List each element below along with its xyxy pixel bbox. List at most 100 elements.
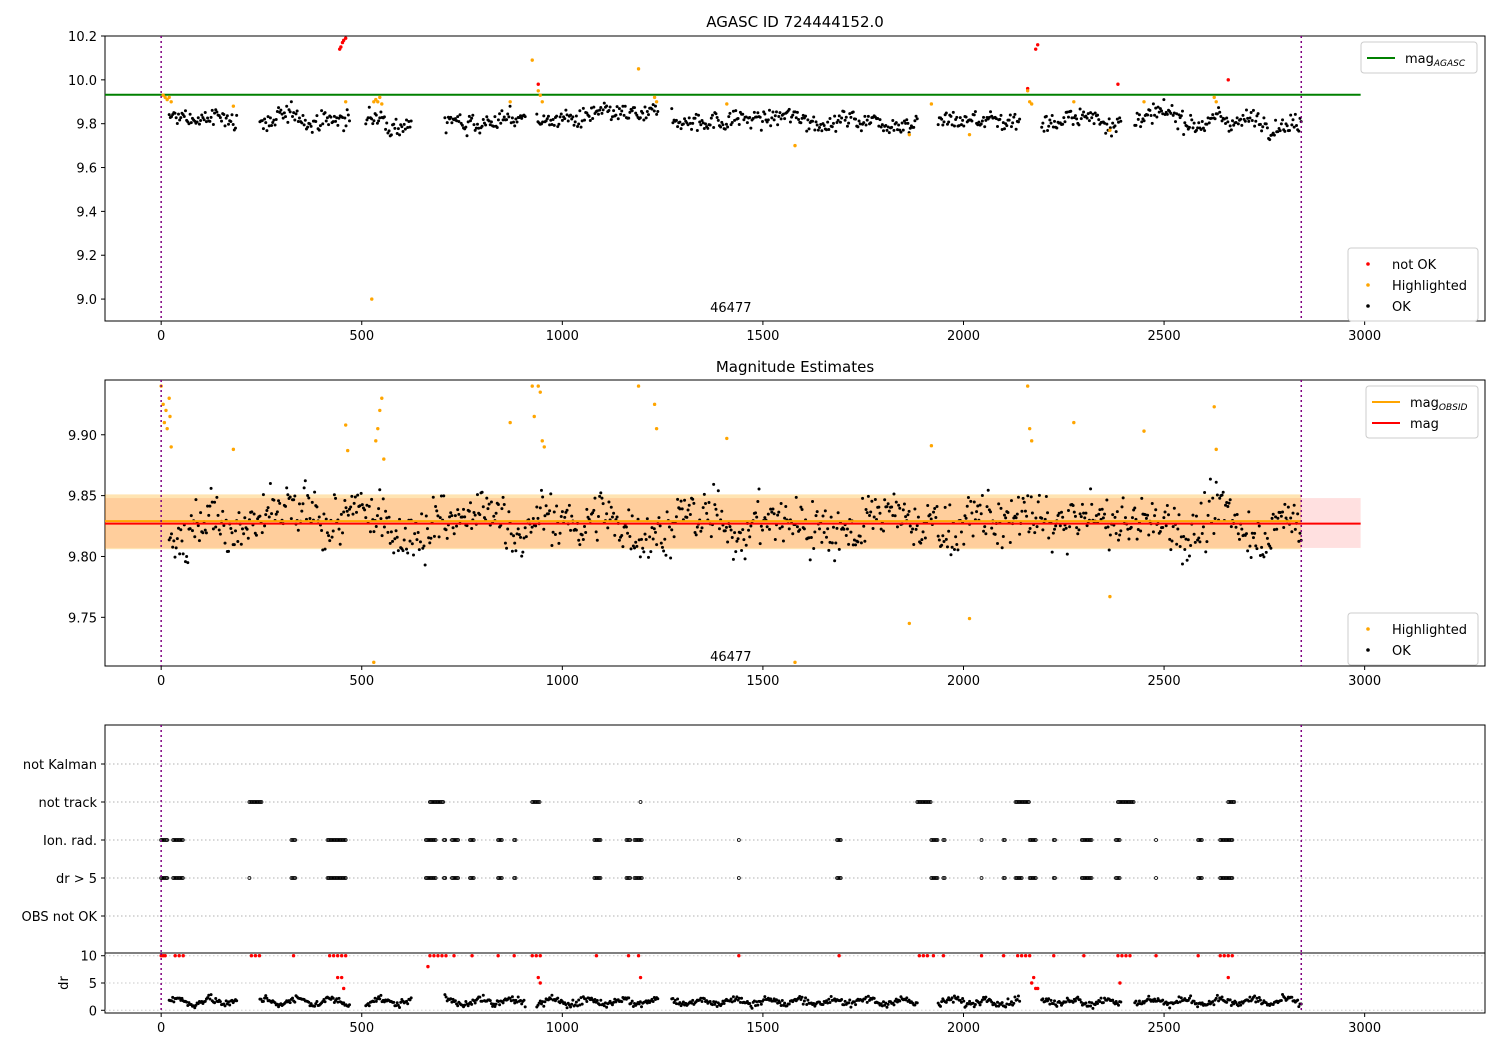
chart-4-point-dr-over-5 — [636, 954, 641, 958]
chart-2-point-ok — [1026, 494, 1030, 498]
chart-1-point-ok — [1160, 109, 1164, 113]
chart-1-point-highlighted — [793, 143, 797, 148]
chart-1-ytick-label: 9.8 — [76, 118, 97, 133]
chart-2-point-ok — [365, 503, 369, 507]
chart-2-point-ok — [1116, 538, 1120, 542]
chart-2-point-ok — [749, 524, 753, 528]
chart-2-point-ok — [267, 515, 271, 519]
chart-1-point-ok — [894, 121, 898, 125]
chart-2-point-ok — [1205, 540, 1209, 544]
chart-3-flag-point — [470, 876, 475, 880]
chart-2-point-ok — [385, 516, 389, 520]
chart-4-point-dr — [453, 999, 457, 1003]
chart-1-point-ok — [712, 125, 716, 129]
chart-2-point-ok — [756, 499, 760, 503]
chart-3-ytick-label: not track — [38, 796, 97, 811]
chart-3-flag-point — [1081, 838, 1085, 842]
chart-1-point-ok — [806, 118, 810, 122]
chart-4-point-dr-over-5 — [335, 975, 340, 980]
chart-4-point-dr — [1134, 999, 1138, 1003]
chart-4-ytick-label: 0 — [89, 1004, 97, 1019]
chart-2-point-ok — [736, 537, 740, 541]
chart-3-flag-point — [435, 800, 440, 804]
chart-2-point-ok — [1153, 514, 1157, 518]
chart-3-flag-point — [1117, 838, 1122, 842]
chart-1-point-ok — [1134, 123, 1138, 127]
chart-4-point-dr — [450, 1000, 454, 1004]
chart-1-point-ok — [994, 117, 998, 121]
chart-4-point-dr-over-5 — [253, 954, 258, 958]
chart-1-point-ok — [515, 120, 519, 124]
chart-3-flag-point — [1002, 838, 1007, 842]
chart-1-point-ok — [756, 111, 760, 115]
chart-1-point-ok — [983, 125, 987, 129]
chart-4-xtick-label: 0 — [157, 1021, 165, 1036]
chart-2-point-ok — [1229, 525, 1233, 529]
chart-3-flag-point — [164, 838, 168, 842]
chart-2-point-ok — [1139, 529, 1143, 533]
chart-1-point-ok — [887, 131, 891, 135]
chart-3-flag-point — [247, 800, 252, 804]
chart-2-upper-legend-label: mag — [1410, 417, 1439, 432]
chart-2-point-ok — [1107, 548, 1111, 552]
chart-2-point-ok — [659, 541, 663, 545]
chart-2-point-ok — [971, 534, 975, 538]
chart-3-flag-point — [1131, 800, 1136, 804]
chart-1-point-ok — [1297, 129, 1301, 133]
chart-2-point-ok — [513, 541, 517, 545]
chart-2-point-ok — [700, 526, 704, 530]
chart-1-point-ok — [1069, 109, 1073, 113]
chart-1-point-ok — [751, 116, 755, 120]
chart-1-point-ok — [293, 118, 297, 122]
chart-2-point-ok — [1103, 512, 1107, 516]
chart-4-point-dr — [1206, 1002, 1210, 1006]
chart-4-point-dr-over-5 — [1226, 954, 1230, 958]
chart-4-point-dr — [580, 1002, 584, 1006]
chart-1-point-ok — [957, 124, 961, 128]
chart-2-point-ok — [921, 530, 925, 534]
chart-2-point-ok — [1066, 508, 1070, 512]
chart-4-point-dr — [952, 994, 956, 998]
chart-3-flag-point — [1033, 876, 1038, 880]
chart-2-point-ok — [402, 538, 406, 542]
chart-1-point-ok — [407, 120, 411, 124]
chart-2-point-ok — [755, 515, 759, 519]
chart-3-flag-point — [443, 876, 448, 880]
chart-2-point-ok — [849, 530, 853, 534]
chart-2-point-ok — [1204, 550, 1208, 554]
chart-2-point-ok — [1214, 480, 1218, 484]
chart-2-point-highlighted — [378, 408, 382, 413]
chart-1-point-ok — [189, 121, 193, 125]
chart-1-point-ok — [214, 108, 218, 112]
chart-2-point-ok — [1140, 496, 1144, 500]
chart-3-flag-point — [431, 838, 436, 842]
chart-3-flag-point — [1119, 800, 1124, 804]
chart-1-point-ok — [1016, 120, 1020, 124]
chart-2-point-ok — [431, 495, 435, 499]
chart-4-point-dr — [769, 997, 773, 1001]
chart-4-point-dr — [1215, 993, 1219, 997]
chart-1-point-ok — [643, 105, 647, 109]
chart-3-flag-point — [934, 838, 939, 842]
chart-2-point-ok — [429, 536, 433, 540]
chart-4-point-dr — [223, 1004, 227, 1008]
chart-4-point-dr — [748, 1002, 752, 1006]
chart-2-xtick-label: 2000 — [947, 674, 980, 689]
chart-2-point-ok — [1064, 526, 1068, 530]
chart-2-point-ok — [779, 501, 783, 505]
chart-2-point-ok — [274, 512, 278, 516]
chart-2-point-ok — [1263, 531, 1267, 535]
chart-4-point-dr — [978, 1003, 982, 1007]
chart-4-point-dr — [1058, 1001, 1062, 1005]
chart-1-point-ok — [1089, 111, 1093, 115]
chart-2-point-ok — [1200, 532, 1204, 536]
chart-1-point-ok — [520, 116, 524, 120]
chart-1-point-ok — [1224, 122, 1228, 126]
chart-2-point-ok — [185, 554, 189, 558]
chart-2-point-ok — [1030, 511, 1034, 515]
chart-2-point-ok — [1015, 512, 1019, 516]
chart-1-point-ok — [271, 121, 275, 125]
chart-1-point-ok — [799, 121, 803, 125]
chart-2-point-ok — [363, 508, 367, 512]
chart-3-flag-point — [331, 876, 336, 880]
